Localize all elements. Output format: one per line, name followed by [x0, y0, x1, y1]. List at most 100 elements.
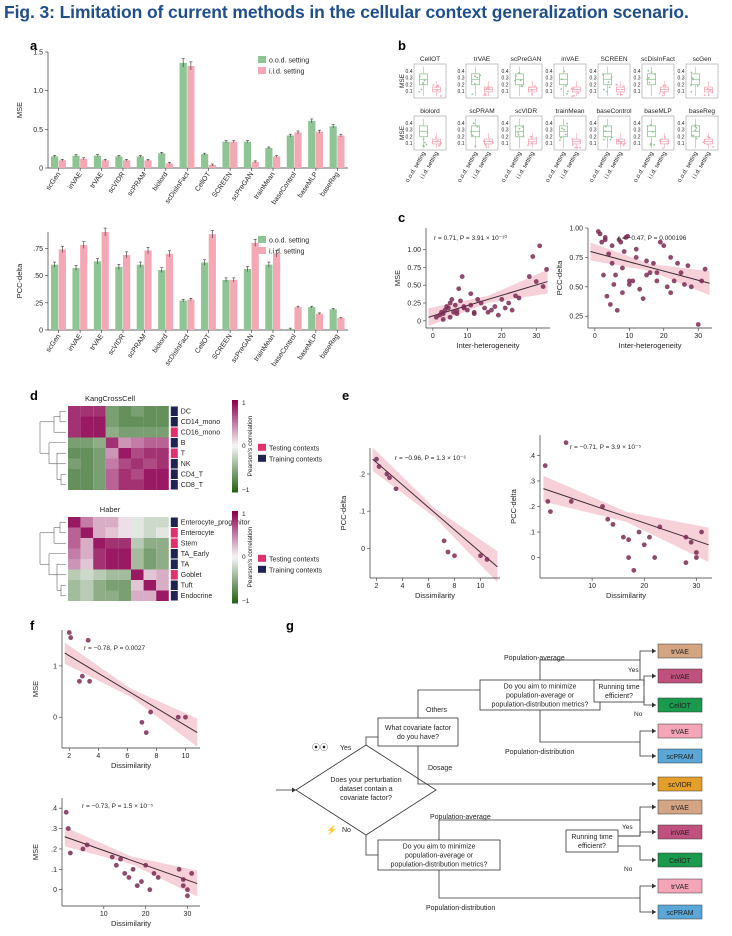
heatmap-cell — [80, 580, 94, 591]
scatter-point — [548, 509, 553, 515]
box-panel-title: SCREEN — [600, 56, 627, 63]
x-axis-label: Inter-heterogeneity — [457, 341, 520, 350]
row-label-B: B — [181, 440, 186, 447]
box-point — [434, 136, 437, 139]
box-panel-title: trainMean — [556, 108, 585, 115]
box-point — [527, 144, 529, 147]
box-point — [711, 91, 714, 94]
legend-label-testing: Testing contexts — [269, 556, 320, 563]
scatter-point — [447, 300, 453, 306]
bar-trainMean-iid — [273, 253, 281, 330]
box-point — [607, 81, 610, 83]
panel-frame — [465, 63, 499, 99]
panel-frame — [597, 63, 631, 99]
box-point — [707, 88, 710, 91]
scatter-point — [604, 293, 610, 299]
box-point — [648, 76, 650, 79]
regression-line — [372, 458, 498, 568]
colorbar-label: Pearson's correlation — [247, 415, 254, 476]
heatmap-cell — [143, 406, 157, 417]
colorbar-segment — [232, 563, 238, 567]
others-label: Others — [426, 707, 448, 714]
colorbar-segment — [232, 591, 238, 595]
box-point — [606, 90, 609, 93]
heatmap-cell — [80, 538, 94, 549]
colorbar-segment — [232, 557, 238, 560]
scatter-point — [568, 498, 574, 504]
heatmap-cell — [131, 479, 144, 490]
heatmap-cell — [156, 590, 169, 601]
box-point — [488, 140, 491, 143]
y-tick-label: 0.3 — [502, 76, 509, 82]
y-axis-label: PCC-delta — [509, 488, 518, 523]
method-scVIDR-label: scVIDR — [668, 782, 692, 789]
y-tick-label: .4 — [529, 453, 535, 460]
box-panel-title: CellOT — [420, 56, 440, 63]
scatter-point — [134, 883, 140, 889]
box-point — [530, 93, 533, 96]
colorbar-segment — [232, 411, 238, 415]
heatmap-cell — [131, 406, 144, 417]
box-point — [660, 138, 663, 141]
heatmap-cell — [80, 517, 94, 528]
row-label-Goblet: Goblet — [181, 572, 202, 579]
scatter-point — [626, 278, 632, 284]
y-tick-label: 0.75 — [569, 255, 583, 262]
scatter-point — [601, 272, 606, 278]
heatmap-cell — [118, 548, 131, 559]
x-tick-label: 20 — [640, 583, 648, 590]
panel-frame — [597, 115, 631, 151]
y-tick-label: 0.2 — [590, 134, 597, 140]
bar-CellOT-iid — [208, 234, 216, 330]
y-tick-label: 0.3 — [458, 76, 465, 82]
confidence-band — [64, 642, 198, 747]
box-point — [471, 134, 474, 137]
box-point — [423, 79, 426, 82]
x-axis-label: Dissimilarity — [606, 591, 646, 600]
colorbar-segment — [232, 552, 238, 556]
scatter-point — [637, 286, 643, 292]
heatmap-cell — [118, 448, 131, 459]
bar-trainMean-ood — [265, 147, 273, 168]
scatter-point — [464, 307, 470, 313]
y-tick-label: .1 — [529, 530, 535, 537]
method-trVAE-3 — [657, 799, 703, 815]
heatmap-cell — [93, 416, 106, 427]
x-tick-label-scPRAM: scPRAM — [127, 333, 148, 359]
box-point — [708, 136, 711, 139]
box-point — [470, 130, 473, 133]
colorbar-segment — [232, 540, 238, 544]
scatter-point — [468, 302, 474, 308]
scatter-point — [610, 521, 616, 527]
scatter-point — [189, 870, 195, 876]
heatmap-cell — [80, 406, 94, 417]
box-point — [479, 74, 482, 77]
box-point — [484, 92, 486, 95]
heatmap-cell — [131, 458, 144, 469]
heatmap-cell — [131, 548, 144, 559]
bar-baseMLP-iid — [315, 131, 324, 168]
box-panel-scPreGAN: scPreGAN 0.10.20.30.4 — [502, 56, 543, 99]
heatmap-cell — [93, 580, 106, 591]
colorbar-segment — [232, 429, 238, 433]
scatter-point — [393, 486, 399, 492]
box-point — [577, 92, 580, 95]
y-tick-label: 0.3 — [634, 76, 641, 82]
scatter-point — [139, 719, 145, 725]
box-point — [690, 71, 693, 74]
box-point — [663, 92, 665, 95]
y-tick-label: 0 — [39, 328, 43, 335]
box-point — [666, 142, 669, 145]
heatmap-cell — [143, 548, 157, 559]
flow-connector — [618, 831, 656, 837]
box-point — [566, 92, 569, 95]
box-panel-scGen: scGen 0.10.20.30.4 — [678, 56, 719, 99]
scatter-point — [685, 263, 691, 269]
x-tick-label-baseReg: baseReg — [319, 333, 341, 360]
legend-swatch — [258, 67, 266, 74]
box-point — [565, 133, 567, 136]
colorbar-segment — [232, 543, 238, 546]
bar-baseMLP-ood — [308, 120, 316, 168]
confidence-band — [543, 475, 709, 562]
box-panel-title: scPRAM — [469, 108, 494, 115]
